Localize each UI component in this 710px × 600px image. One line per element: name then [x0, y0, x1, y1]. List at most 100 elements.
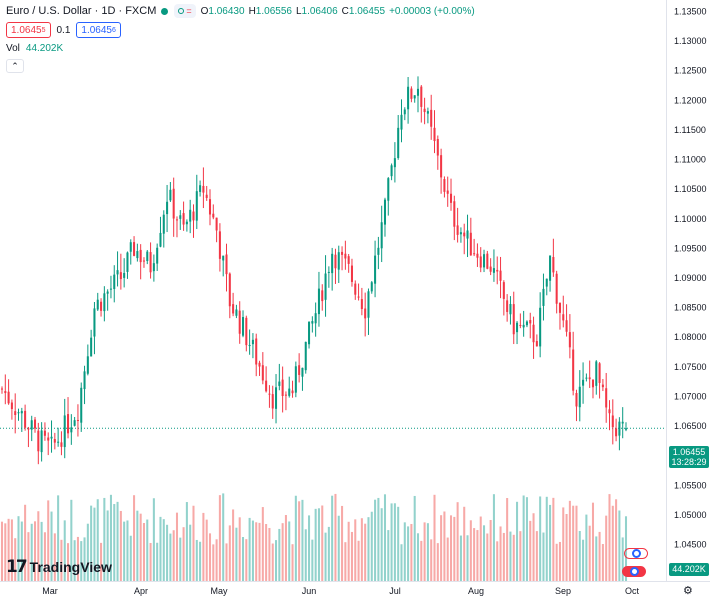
volume-bar — [14, 538, 17, 581]
volume-bar — [449, 515, 453, 581]
events-toggle-button[interactable] — [624, 548, 648, 559]
volume-bar — [380, 508, 383, 581]
volume-bar — [331, 495, 334, 581]
volume-bar — [370, 511, 373, 581]
candle-body — [212, 213, 215, 218]
buy-button[interactable]: 1.0645 6 — [76, 22, 121, 38]
candle-body — [582, 379, 585, 386]
candle-body — [83, 371, 86, 390]
candle-body — [486, 253, 489, 269]
tradingview-logo[interactable]: 17 TradingView — [6, 557, 112, 577]
volume-bar — [393, 503, 396, 581]
volume-bar — [562, 507, 565, 581]
volume-bar — [195, 539, 198, 581]
market-open-status-icon — [161, 7, 169, 15]
candle-body — [304, 341, 307, 371]
candle-body — [410, 88, 413, 99]
price-tick-label: 1.08500 — [674, 303, 707, 313]
price-axis-panel — [666, 0, 710, 600]
volume-bar — [611, 505, 614, 581]
candle-body — [222, 255, 225, 261]
candle-body — [370, 282, 373, 292]
volume-bar — [218, 495, 221, 581]
volume-bar — [502, 532, 505, 581]
candle-body — [57, 441, 60, 443]
candle-body — [265, 380, 268, 392]
volume-legend[interactable]: Vol 44.202K — [6, 43, 63, 54]
gear-icon[interactable]: ⚙ — [683, 585, 693, 597]
candle-body — [33, 419, 37, 429]
candle-body — [156, 247, 159, 264]
candle-body — [374, 255, 377, 284]
volume-bar — [621, 537, 624, 581]
candle-body — [539, 307, 542, 347]
volume-bar — [301, 499, 304, 581]
volume-bar — [73, 540, 76, 581]
volume-bar — [251, 520, 254, 581]
candle-body — [169, 189, 172, 201]
volume-bar — [354, 519, 357, 581]
symbol-title[interactable]: Euro / U.S. Dollar · 1D · FXCM — [6, 5, 157, 17]
volume-bar — [374, 499, 377, 581]
candle-body — [506, 300, 509, 312]
volume-bar — [192, 505, 195, 581]
volume-bar — [189, 524, 192, 581]
volume-bar — [228, 525, 231, 581]
volume-bar — [440, 515, 443, 581]
volume-bar — [50, 511, 53, 581]
volume-bar — [133, 495, 136, 581]
volume-bar — [278, 528, 281, 581]
candle-body — [90, 337, 93, 357]
candle-body — [492, 268, 495, 273]
candle-body — [449, 193, 453, 203]
tradingview-logo-icon: 17 — [6, 557, 28, 577]
volume-bar — [605, 515, 608, 581]
chevron-up-icon[interactable]: ⌃ — [6, 59, 24, 73]
candle-body — [182, 213, 185, 225]
volume-bar — [90, 505, 93, 581]
spread-value: 0.1 — [56, 24, 71, 36]
price-tick-label: 1.09000 — [674, 273, 707, 283]
price-tick-label: 1.10000 — [674, 214, 707, 224]
candle-body — [76, 419, 79, 421]
candle-body — [350, 265, 353, 282]
candle-body — [189, 209, 192, 222]
volume-bar — [479, 516, 482, 581]
ohlc-values: O1.06430 H1.06556 L1.06406 C1.06455 +0.00003… — [201, 6, 479, 17]
price-tick-label: 1.08000 — [674, 332, 707, 342]
candle-body — [430, 109, 433, 127]
price-tick-label: 1.13000 — [674, 36, 707, 46]
candle-body — [377, 247, 380, 255]
price-tick-label: 1.09500 — [674, 243, 707, 253]
candle-body — [4, 391, 7, 394]
candle-body — [568, 332, 571, 348]
volume-bar — [291, 544, 294, 581]
volume-bar — [100, 542, 103, 581]
volume-bar — [486, 533, 489, 581]
candle-body — [423, 108, 426, 113]
candle-body — [162, 214, 165, 234]
price-tick-label: 1.05000 — [674, 510, 707, 520]
ohlc-key: L — [295, 5, 302, 17]
dividends-toggle-button[interactable] — [622, 566, 646, 577]
volume-bar — [539, 496, 542, 581]
candle-body — [109, 288, 112, 290]
compare-toggle-button[interactable]: = — [174, 4, 196, 18]
logo-text: TradingView — [29, 559, 112, 575]
sell-button[interactable]: 1.0645 5 — [6, 22, 51, 38]
volume-bar — [208, 533, 212, 581]
candle-body — [400, 114, 403, 130]
volume-bar — [235, 527, 238, 581]
candle-body — [228, 273, 231, 307]
candle-body — [459, 232, 462, 235]
volume-bar — [565, 514, 568, 581]
volume-bar — [357, 540, 360, 581]
volume-bar — [334, 493, 337, 581]
candle-body — [473, 253, 476, 255]
volume-bar — [57, 495, 60, 581]
candle-body — [80, 387, 83, 423]
time-tick-label: Jun — [302, 586, 317, 596]
volume-bar — [261, 507, 264, 581]
candle-body — [420, 86, 423, 107]
